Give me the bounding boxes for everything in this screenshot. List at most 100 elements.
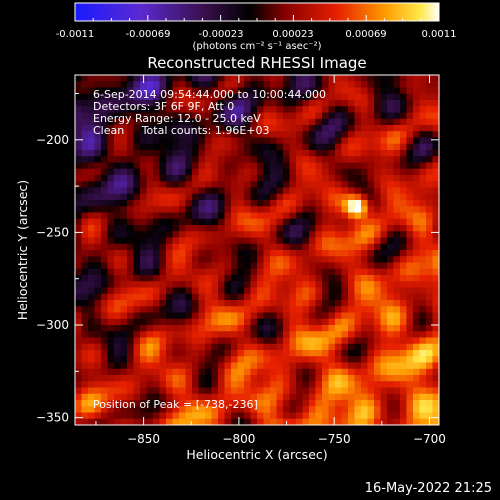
heatmap-cell — [179, 362, 187, 370]
heatmap-cell — [250, 212, 258, 220]
heatmap-cell — [179, 106, 187, 114]
heatmap-cell — [322, 218, 330, 226]
heatmap-cell — [166, 400, 174, 407]
heatmap-cell — [107, 325, 115, 332]
heatmap-cell — [101, 100, 109, 107]
heatmap-cell — [179, 375, 187, 382]
heatmap-cell — [211, 350, 219, 357]
heatmap-cell — [133, 331, 141, 339]
heatmap-cell — [263, 137, 271, 145]
heatmap-cell — [127, 293, 135, 301]
x-tick-label: −750 — [318, 432, 351, 446]
heatmap-cell — [257, 412, 265, 420]
heatmap-cell — [224, 337, 232, 345]
heatmap-cell — [257, 325, 265, 332]
heatmap-cell — [328, 268, 336, 276]
heatmap-cell — [393, 356, 401, 364]
heatmap-cell — [140, 175, 148, 182]
heatmap-cell — [413, 293, 421, 301]
heatmap-cell — [185, 181, 193, 189]
heatmap-cell — [114, 412, 122, 420]
heatmap-cell — [341, 406, 349, 414]
heatmap-cell — [153, 93, 161, 101]
heatmap-cell — [419, 362, 427, 370]
heatmap-cell — [289, 225, 297, 232]
heatmap-cell — [302, 100, 310, 107]
heatmap-cell — [348, 212, 356, 220]
heatmap-cell — [302, 337, 310, 345]
heatmap-cell — [127, 287, 135, 295]
heatmap-cell — [250, 400, 258, 407]
heatmap-cell — [374, 137, 382, 145]
heatmap-cell — [367, 262, 375, 270]
heatmap-cell — [309, 218, 317, 226]
heatmap-cell — [270, 262, 278, 270]
heatmap-cell — [283, 212, 291, 220]
heatmap-cell — [75, 243, 83, 251]
heatmap-cell — [101, 250, 109, 257]
heatmap-cell — [322, 106, 330, 114]
heatmap-cell — [224, 306, 232, 314]
heatmap-cell — [341, 75, 349, 82]
heatmap-cell — [244, 406, 252, 414]
heatmap-cell — [400, 412, 408, 420]
heatmap-cell — [211, 393, 219, 401]
heatmap-cell — [335, 112, 343, 120]
heatmap-cell — [179, 212, 187, 220]
heatmap-cell — [140, 356, 148, 364]
heatmap-cell — [322, 350, 330, 357]
heatmap-cell — [393, 300, 401, 307]
heatmap-cell — [185, 281, 193, 289]
heatmap-cell — [114, 93, 122, 101]
heatmap-cell — [335, 181, 343, 189]
heatmap-cell — [361, 343, 369, 351]
heatmap-cell — [81, 337, 89, 345]
heatmap-cell — [302, 306, 310, 314]
heatmap-cell — [179, 406, 187, 414]
heatmap-cell — [315, 175, 323, 182]
heatmap-cell — [133, 318, 141, 326]
heatmap-cell — [276, 118, 284, 126]
heatmap-cell — [296, 231, 304, 239]
heatmap-cell — [289, 318, 297, 326]
heatmap-cell — [114, 231, 122, 239]
heatmap-cell — [101, 350, 109, 357]
heatmap-cell — [211, 318, 219, 326]
heatmap-cell — [166, 125, 174, 132]
heatmap-cell — [94, 262, 102, 270]
heatmap-cell — [159, 343, 167, 351]
heatmap-cell — [198, 262, 206, 270]
heatmap-cell — [263, 293, 271, 301]
heatmap-cell — [328, 318, 336, 326]
heatmap-cell — [237, 231, 245, 239]
heatmap-cell — [387, 212, 395, 220]
heatmap-cell — [127, 100, 135, 107]
heatmap-cell — [341, 106, 349, 114]
heatmap-cell — [107, 100, 115, 107]
heatmap-cell — [302, 400, 310, 407]
heatmap-cell — [361, 293, 369, 301]
heatmap-cell — [75, 418, 83, 425]
heatmap-cell — [218, 131, 226, 139]
heatmap-cell — [283, 250, 291, 257]
heatmap-cell — [140, 87, 148, 95]
heatmap-cell — [302, 93, 310, 101]
heatmap-cell — [335, 375, 343, 382]
heatmap-cell — [211, 181, 219, 189]
heatmap-cell — [257, 375, 265, 382]
heatmap-cell — [348, 175, 356, 182]
heatmap-cell — [335, 100, 343, 107]
heatmap-cell — [205, 143, 213, 151]
heatmap-cell — [88, 262, 96, 270]
heatmap-cell — [387, 162, 395, 170]
heatmap-cell — [432, 225, 439, 232]
heatmap-cell — [354, 293, 362, 301]
heatmap-cell — [315, 181, 323, 189]
heatmap-cell — [237, 137, 245, 145]
heatmap-cell — [374, 381, 382, 389]
heatmap-cell — [361, 306, 369, 314]
heatmap-cell — [406, 406, 414, 414]
heatmap-cell — [107, 293, 115, 301]
heatmap-cell — [413, 343, 421, 351]
heatmap-cell — [198, 125, 206, 132]
